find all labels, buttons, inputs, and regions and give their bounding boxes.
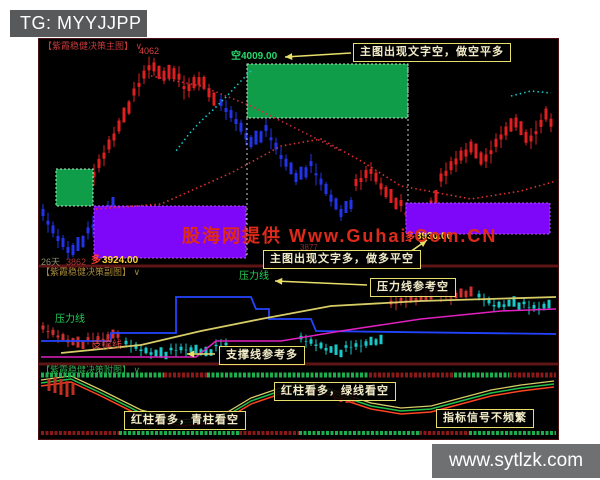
chart-canvas xyxy=(39,52,558,435)
tg-badge: TG: MYYJJPP xyxy=(10,10,147,37)
arrow-head xyxy=(187,350,195,358)
site-badge: www.sytlzk.com xyxy=(432,444,600,478)
arrow-head xyxy=(275,277,283,285)
arrow-head xyxy=(285,53,293,61)
chart-window: 4062 空4009.00 多 3930.00 3877 股海网提供 Www.Guhai.… xyxy=(38,38,559,440)
arrow-head xyxy=(419,240,427,248)
